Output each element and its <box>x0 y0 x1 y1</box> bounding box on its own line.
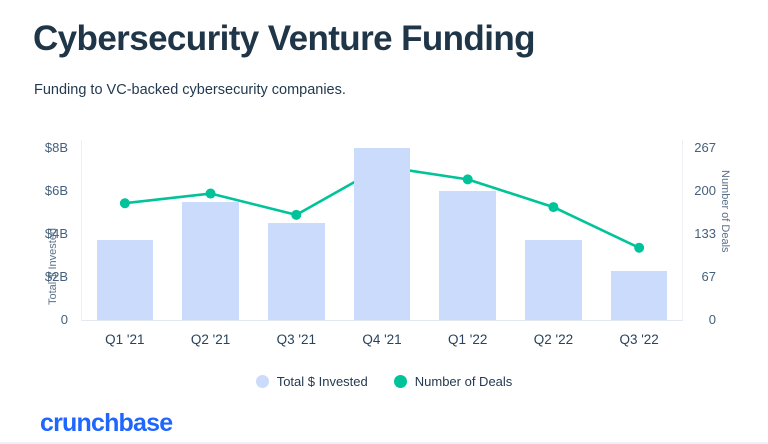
legend-label-deals: Number of Deals <box>414 374 513 389</box>
right-tick-label: 0 <box>708 312 716 327</box>
deals-marker-q322[interactable] <box>634 242 645 253</box>
x-tick-label: Q1 '21 <box>105 332 145 347</box>
legend-item-total-invested[interactable]: Total $ Invested <box>255 374 368 389</box>
plot-area <box>82 140 682 320</box>
left-tick-label: $6B <box>44 182 68 198</box>
crunchbase-logo[interactable]: crunchbase <box>40 409 173 437</box>
right-tick-label: 200 <box>694 182 716 198</box>
left-tick-label: $8B <box>44 139 68 155</box>
chart-legend: Total $ Invested Number of Deals <box>0 374 768 389</box>
circle-swatch-icon-deals <box>393 375 407 388</box>
deals-marker-q222[interactable] <box>548 202 559 213</box>
x-tick-label: Q4 '21 <box>362 332 402 347</box>
legend-item-number-of-deals[interactable]: Number of Deals <box>393 374 513 389</box>
page-title: Cybersecurity Venture Funding <box>33 19 535 58</box>
left-axis-line <box>81 140 82 321</box>
circle-swatch-icon-invested <box>255 375 269 388</box>
x-tick-label: Q1 '22 <box>448 332 488 347</box>
legend-label-invested: Total $ Invested <box>276 374 368 389</box>
bar-q222[interactable] <box>525 240 582 320</box>
right-axis-title: Number of Deals <box>719 170 731 253</box>
bar-q121[interactable] <box>96 240 154 320</box>
right-tick-label: 133 <box>694 226 716 242</box>
x-tick-label: Q3 '22 <box>619 332 659 347</box>
bar-q421[interactable] <box>353 147 411 320</box>
left-tick-label: $2B <box>44 268 68 284</box>
bar-q321[interactable] <box>268 223 325 320</box>
bar-q322[interactable] <box>610 270 668 320</box>
right-tick-label: 267 <box>694 139 716 155</box>
right-tick-label: 67 <box>701 268 716 284</box>
right-axis-line <box>682 140 683 321</box>
deals-marker-q122[interactable] <box>462 174 473 185</box>
x-tick-label: Q2 '22 <box>533 332 574 347</box>
x-tick-label: Q3 '21 <box>276 332 316 347</box>
bottom-divider <box>0 442 768 444</box>
bar-q122[interactable] <box>439 190 496 320</box>
x-tick-label: Q2 '21 <box>190 332 231 347</box>
deals-marker-q121[interactable] <box>119 198 130 209</box>
left-tick-label: 0 <box>60 312 68 327</box>
deals-marker-q321[interactable] <box>291 209 302 220</box>
chart-subtitle: Funding to VC-backed cybersecurity compa… <box>34 82 346 98</box>
left-tick-label: $4B <box>44 225 68 241</box>
bar-q221[interactable] <box>182 201 239 320</box>
x-axis-line <box>82 320 683 321</box>
deals-marker-q221[interactable] <box>205 188 216 199</box>
